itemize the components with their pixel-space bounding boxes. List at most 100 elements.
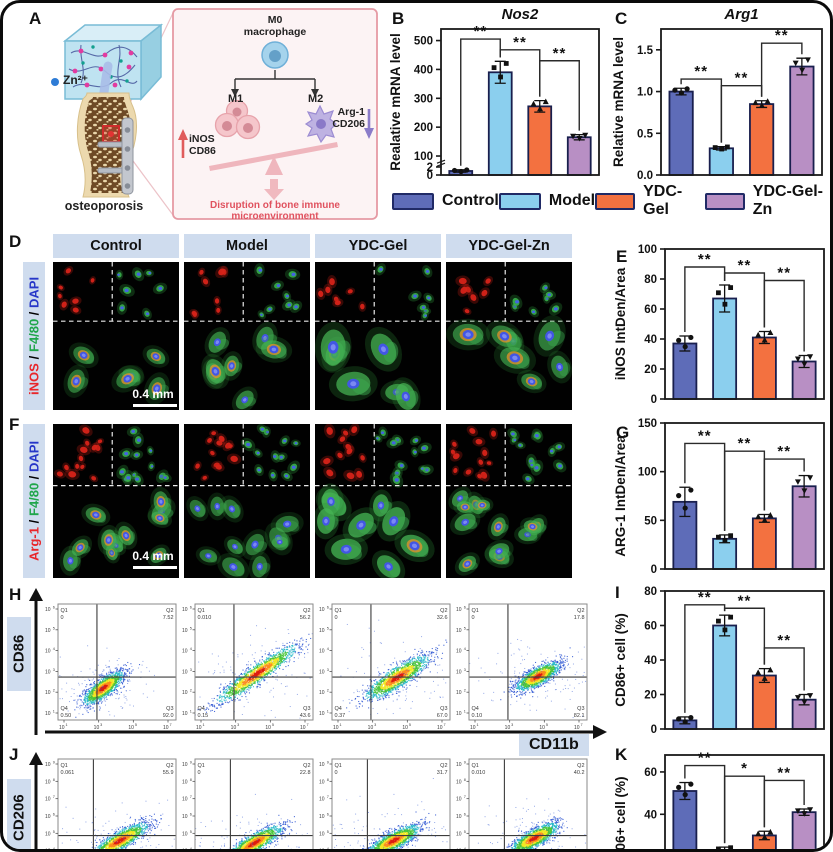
chart-arg1-intden: 0 50 100 150 ARG-1 IntDen/Area ** ** **: [609, 409, 830, 588]
legend-item-ydc-gel-zn: YDC-Gel-Zn: [704, 183, 830, 219]
svg-text:500: 500: [414, 36, 433, 48]
stain-f480: F4/80: [26, 319, 42, 353]
svg-text:150: 150: [638, 418, 657, 430]
if-image-arg1-ydc-gel: [315, 424, 441, 578]
zn-label: Zn²⁺: [63, 73, 88, 87]
svg-text:CD206+ cell (%): CD206+ cell (%): [613, 777, 628, 852]
cd206-axis-label: CD206: [7, 779, 31, 849]
svg-text:80: 80: [644, 586, 657, 598]
m1-label: M1: [228, 93, 244, 105]
m2-label: M2: [308, 93, 324, 105]
svg-text:**: **: [775, 27, 789, 44]
column-header-ydc-gel: YDC-Gel: [315, 234, 441, 258]
panel-label-a: A: [29, 9, 42, 28]
svg-text:20: 20: [644, 364, 657, 376]
hydrogel-cube-icon: [62, 23, 164, 101]
svg-text:60: 60: [644, 767, 657, 779]
svg-text:40: 40: [644, 655, 657, 667]
stain-inos: iNOS: [26, 363, 42, 395]
panel-label-j: J: [9, 745, 19, 764]
bar-chart-C: 0.0 0.5 1.0 1.5 Relative mRNA level Arg1 ** ** *…: [611, 6, 823, 182]
panel-label-i: I: [615, 583, 620, 602]
svg-text:0: 0: [651, 564, 657, 576]
stain-dapi: DAPI: [26, 277, 42, 309]
panel-label-g: G: [616, 423, 630, 442]
panel-label-c: C: [615, 9, 628, 28]
if-image-arg1-ydc-gel-zn: [446, 424, 572, 578]
legend-item-model: Model: [498, 192, 596, 210]
bar-chart-E: 0 20 40 60 80 100 iNOS IntDen/Area ** ** **: [613, 244, 825, 406]
flow-plot-cd206-ydc-gel: [317, 756, 457, 849]
legend-swatch: [595, 192, 636, 210]
svg-text:50: 50: [644, 515, 657, 527]
cd86-axis-arrow-icon: [29, 588, 43, 735]
m1-markers-label: iNOS CD86: [189, 133, 216, 157]
stain-label-d: iNOS / F4/80 / DAPI: [23, 262, 45, 410]
scale-bar-label-f: 0.4 mm: [132, 549, 174, 563]
flow-plot-cd206-ydc-gel-zn: [454, 756, 594, 849]
cd11b-axis-label: CD11b: [519, 734, 589, 756]
legend-label: Model: [548, 192, 596, 209]
svg-text:1.0: 1.0: [637, 87, 653, 99]
svg-text:**: **: [738, 435, 752, 452]
flow-plot-cd206-control: [43, 756, 183, 849]
implant-screw-icon: [97, 167, 125, 174]
bar-chart-K: 0204060CD206+ cell (%)*****: [613, 750, 825, 852]
panel-label-e: E: [616, 247, 628, 266]
svg-text:**: **: [698, 251, 712, 268]
flow-plot-cd86-ydc-gel-zn: [454, 601, 594, 735]
seesaw-icon: [209, 142, 338, 200]
flow-plot-cd86-control: [43, 601, 183, 735]
svg-text:*: *: [741, 760, 748, 777]
svg-text:60: 60: [644, 304, 657, 316]
svg-text:**: **: [738, 592, 752, 609]
stain-f480: F4/80: [26, 482, 42, 517]
if-image-arg1-model: [184, 424, 310, 578]
svg-text:CD86+ cell (%): CD86+ cell (%): [613, 613, 628, 706]
panel-label-f: F: [9, 415, 20, 434]
svg-text:**: **: [698, 750, 712, 767]
column-header-model: Model: [184, 234, 310, 258]
svg-text:0: 0: [427, 170, 433, 182]
legend-label: Control: [442, 192, 499, 209]
flow-plot-cd206-model: [180, 756, 320, 849]
svg-text:ARG-1 IntDen/Area: ARG-1 IntDen/Area: [613, 435, 628, 557]
svg-text:iNOS IntDen/Area: iNOS IntDen/Area: [613, 267, 628, 380]
svg-text:Nos2: Nos2: [502, 6, 539, 23]
svg-text:2: 2: [427, 162, 433, 174]
cd206-axis-arrow-icon: [29, 752, 43, 849]
svg-text:Arg1: Arg1: [723, 6, 758, 23]
svg-text:0.5: 0.5: [637, 128, 654, 140]
svg-text:Realative mRNA level: Realative mRNA level: [388, 33, 403, 171]
svg-text:0: 0: [651, 724, 657, 736]
svg-text:**: **: [735, 70, 749, 87]
disruption-label: Disruption of bone immune microenvironmen…: [210, 200, 340, 223]
legend-swatch: [704, 192, 745, 210]
svg-text:**: **: [553, 45, 567, 62]
implant-screw-icon: [97, 141, 125, 148]
svg-text:200: 200: [414, 122, 433, 134]
svg-text:**: **: [777, 632, 791, 649]
svg-text:0: 0: [651, 394, 657, 406]
svg-text:**: **: [698, 589, 712, 606]
svg-text:1.5: 1.5: [637, 45, 654, 57]
osteoporosis-label: osteoporosis: [64, 199, 144, 213]
group-legend: Control Model YDC-Gel YDC-Gel-Zn: [388, 183, 830, 218]
svg-text:**: **: [474, 23, 488, 40]
legend-label: YDC-Gel: [643, 183, 683, 218]
svg-text:100: 100: [638, 467, 657, 479]
implant-plate-icon: [121, 117, 134, 195]
svg-text:**: **: [513, 34, 527, 51]
stain-arg1: Arg-1: [26, 527, 42, 561]
cd11b-axis-arrow-icon: [45, 725, 607, 739]
svg-text:40: 40: [644, 809, 657, 821]
m0-macrophage-icon: [261, 41, 289, 69]
svg-text:100: 100: [638, 244, 657, 256]
column-header-control: Control: [53, 234, 179, 258]
bar-chart-G: 0 50 100 150 ARG-1 IntDen/Area ** ** **: [613, 418, 825, 576]
svg-text:20: 20: [644, 690, 657, 702]
m0-label: M0 macrophage: [243, 14, 307, 38]
scale-bar-label-d: 0.4 mm: [132, 387, 174, 401]
